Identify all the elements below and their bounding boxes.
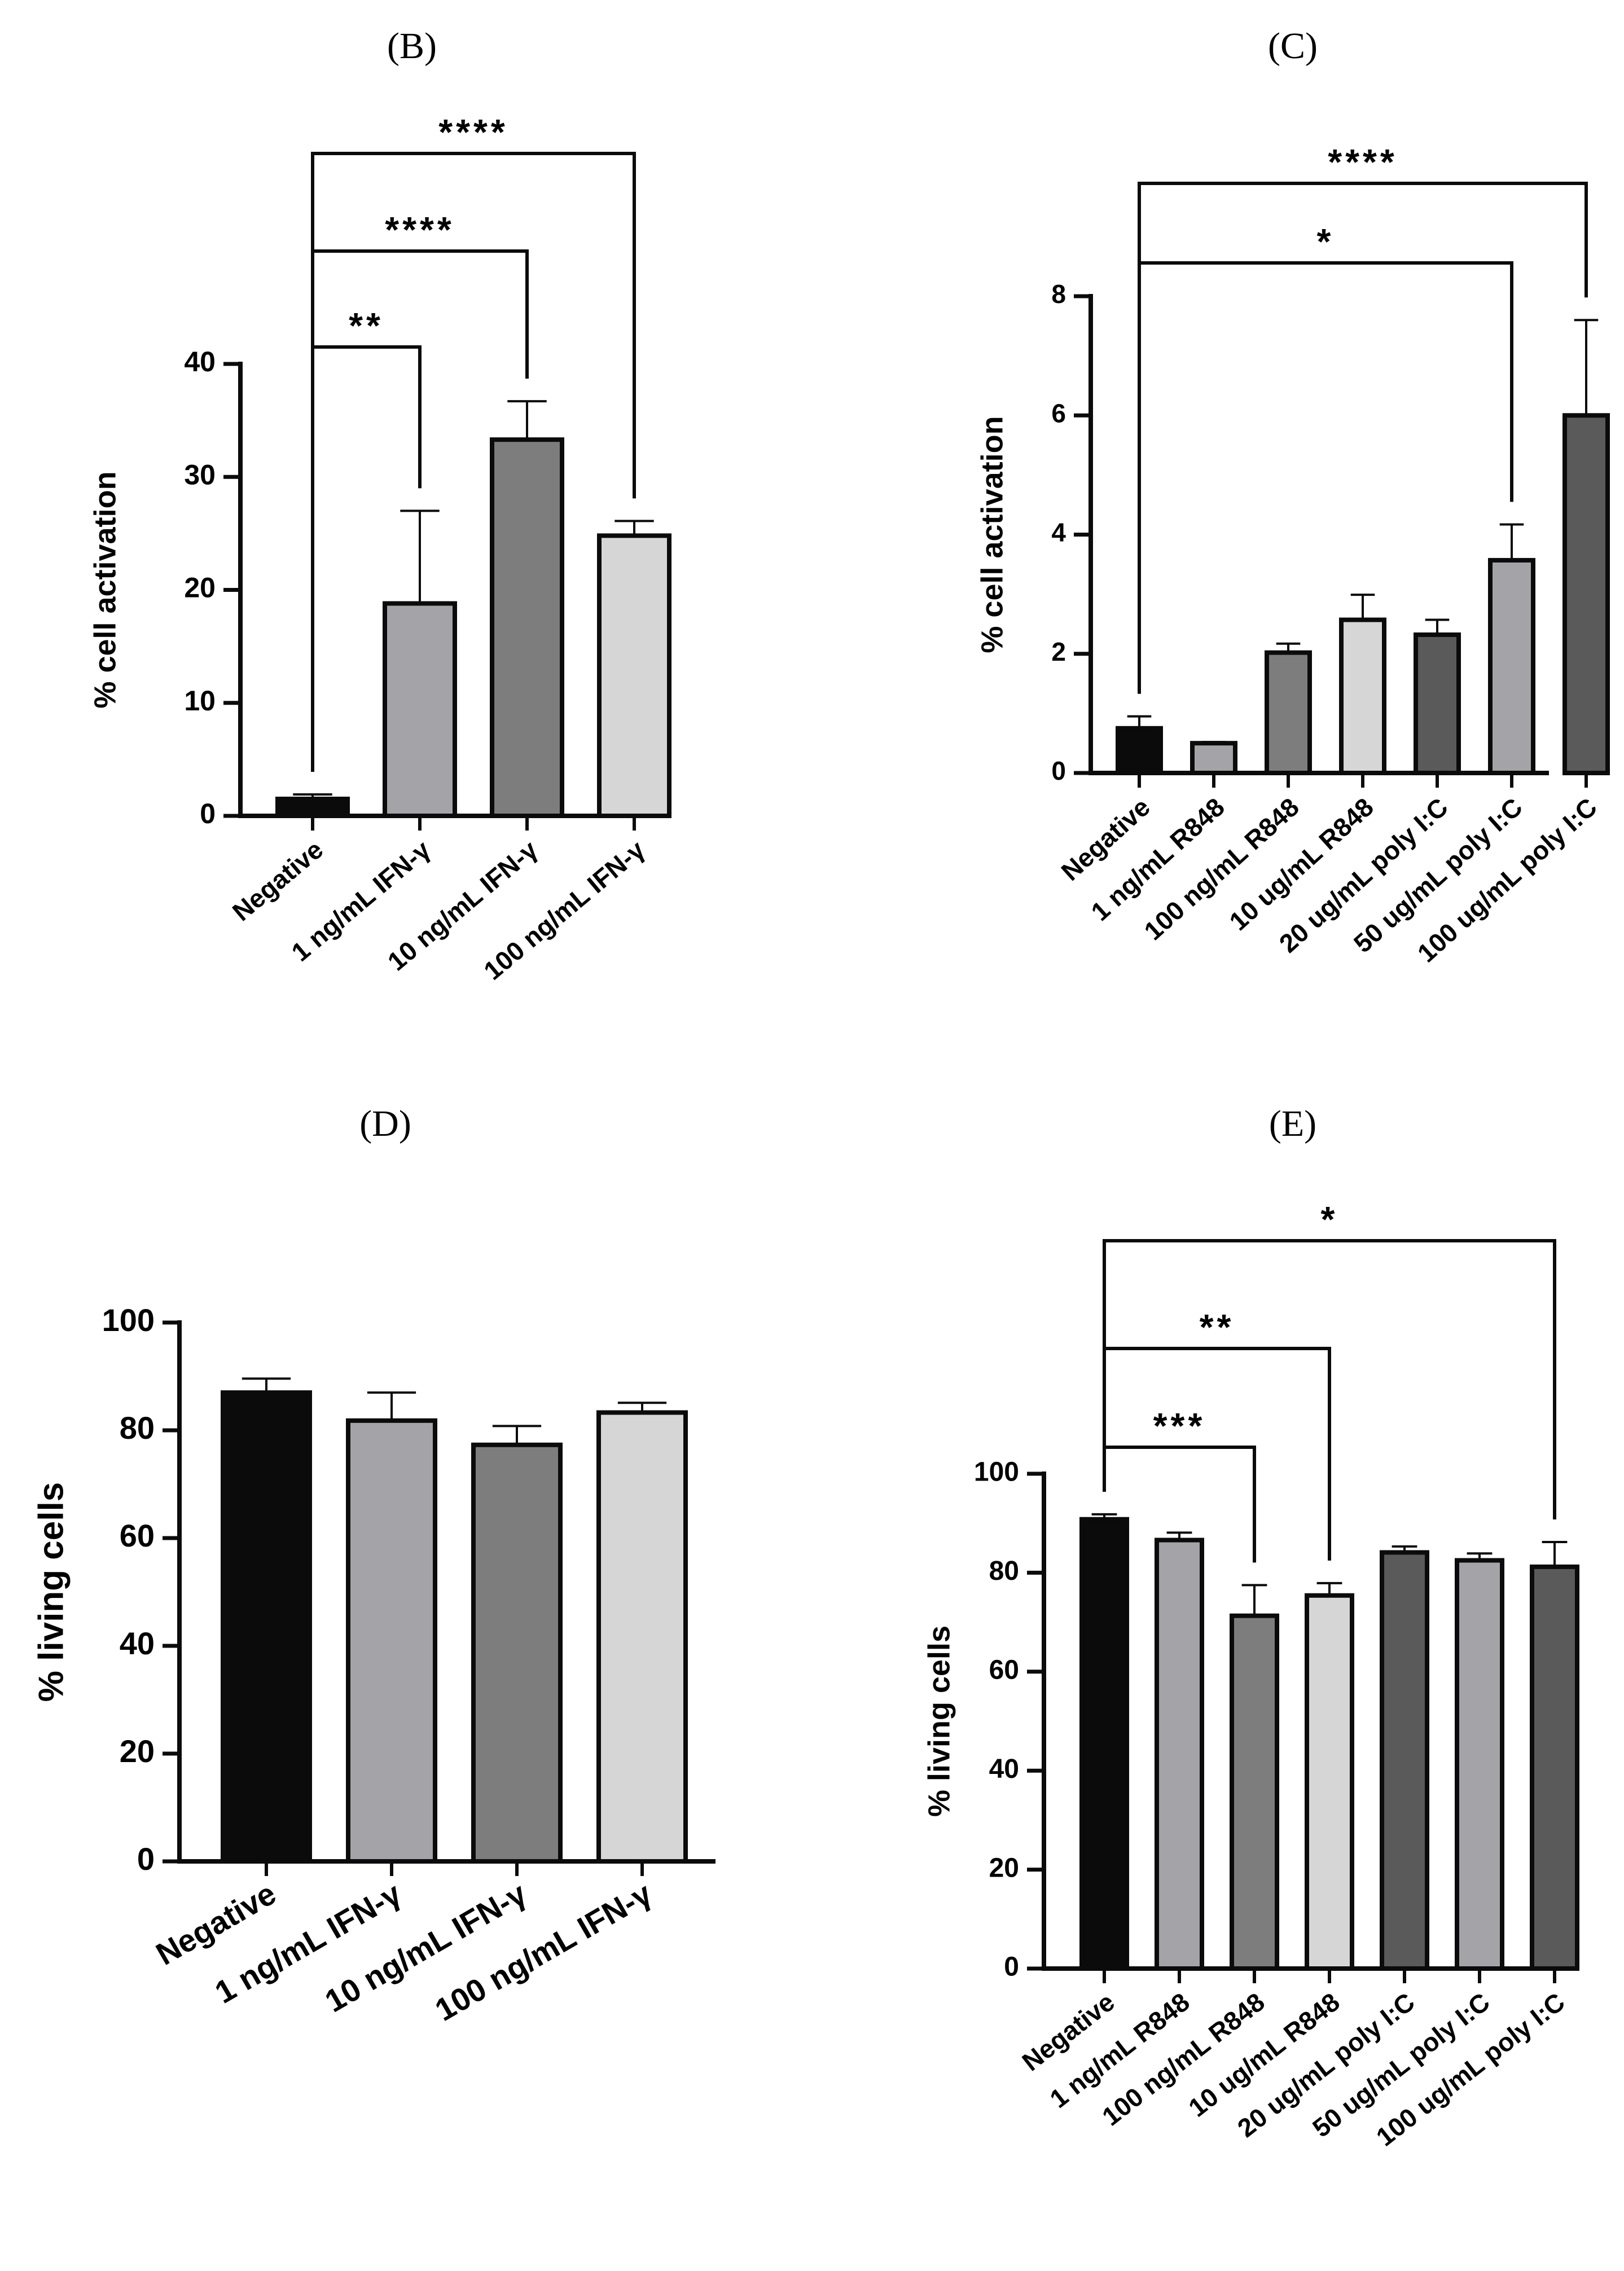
y-tick-label: 30: [184, 459, 216, 490]
bar-2: [385, 604, 455, 816]
significance-bracket-2: [1104, 1348, 1329, 1561]
significance-label-1: **: [349, 305, 384, 346]
figure-canvas: (B)010203040% cell activationNegative1 n…: [0, 0, 1624, 2271]
y-tick-label: 60: [989, 1655, 1019, 1685]
bar-1: [223, 1393, 310, 1861]
panel-label: (B): [387, 25, 437, 67]
category-label-4: 100 ng/mL IFN-γ: [429, 1875, 657, 2028]
bar-2: [348, 1421, 435, 1861]
y-tick-label: 80: [120, 1410, 155, 1446]
y-tick-label: 6: [1051, 398, 1066, 428]
significance-bracket-1: [1139, 263, 1512, 694]
y-tick-label: 0: [200, 798, 216, 829]
bar-1: [1118, 728, 1161, 773]
panel-label: (C): [1268, 25, 1318, 67]
y-tick-label: 2: [1051, 637, 1066, 666]
bar-4: [599, 535, 669, 816]
bar-3: [492, 440, 562, 816]
y-tick-label: 40: [120, 1626, 155, 1661]
y-tick-label: 80: [989, 1556, 1019, 1586]
y-axis-title: % cell activation: [88, 471, 122, 708]
y-tick-label: 40: [989, 1754, 1019, 1784]
panel-label: (D): [359, 1103, 411, 1144]
significance-label-2: ****: [385, 209, 455, 250]
bar-2: [1157, 1540, 1202, 1969]
bar-4: [1307, 1596, 1352, 1969]
bar-7: [1565, 415, 1608, 773]
significance-label-2: ****: [1328, 142, 1398, 182]
bar-6: [1490, 560, 1533, 773]
bar-6: [1457, 1560, 1502, 1969]
y-tick-label: 0: [137, 1841, 155, 1877]
bar-5: [1416, 635, 1459, 773]
panel-label: (E): [1269, 1103, 1316, 1144]
bar-1: [278, 799, 348, 816]
significance-bracket-3: [313, 153, 634, 772]
y-tick-label: 100: [974, 1457, 1019, 1487]
y-tick-label: 10: [184, 685, 216, 717]
significance-label-1: ***: [1153, 1405, 1206, 1446]
significance-label-1: *: [1317, 221, 1335, 262]
category-label-1: Negative: [227, 834, 328, 926]
y-tick-label: 100: [102, 1302, 155, 1338]
y-tick-label: 20: [120, 1733, 155, 1769]
y-tick-label: 60: [120, 1518, 155, 1553]
bar-3: [1232, 1616, 1277, 1969]
y-axis-title: % cell activation: [975, 416, 1009, 653]
bar-2: [1192, 743, 1235, 773]
y-tick-label: 40: [184, 346, 216, 377]
bar-7: [1532, 1567, 1577, 1969]
significance-label-3: ****: [438, 112, 508, 152]
y-tick-label: 8: [1051, 279, 1066, 309]
bar-3: [473, 1445, 560, 1861]
bar-4: [1341, 620, 1384, 773]
y-tick-label: 0: [1004, 1952, 1019, 1982]
bar-5: [1382, 1552, 1427, 1969]
y-tick-label: 0: [1051, 756, 1066, 785]
y-axis-title: % living cells: [922, 1626, 956, 1817]
significance-label-2: **: [1200, 1307, 1235, 1347]
bar-1: [1082, 1519, 1127, 1969]
bar-4: [599, 1412, 686, 1861]
bar-3: [1267, 653, 1310, 773]
y-axis-title: % living cells: [32, 1482, 71, 1702]
y-tick-label: 20: [989, 1853, 1019, 1883]
y-tick-label: 20: [184, 572, 216, 604]
significance-label-3: *: [1321, 1199, 1338, 1240]
y-tick-label: 4: [1051, 518, 1066, 547]
